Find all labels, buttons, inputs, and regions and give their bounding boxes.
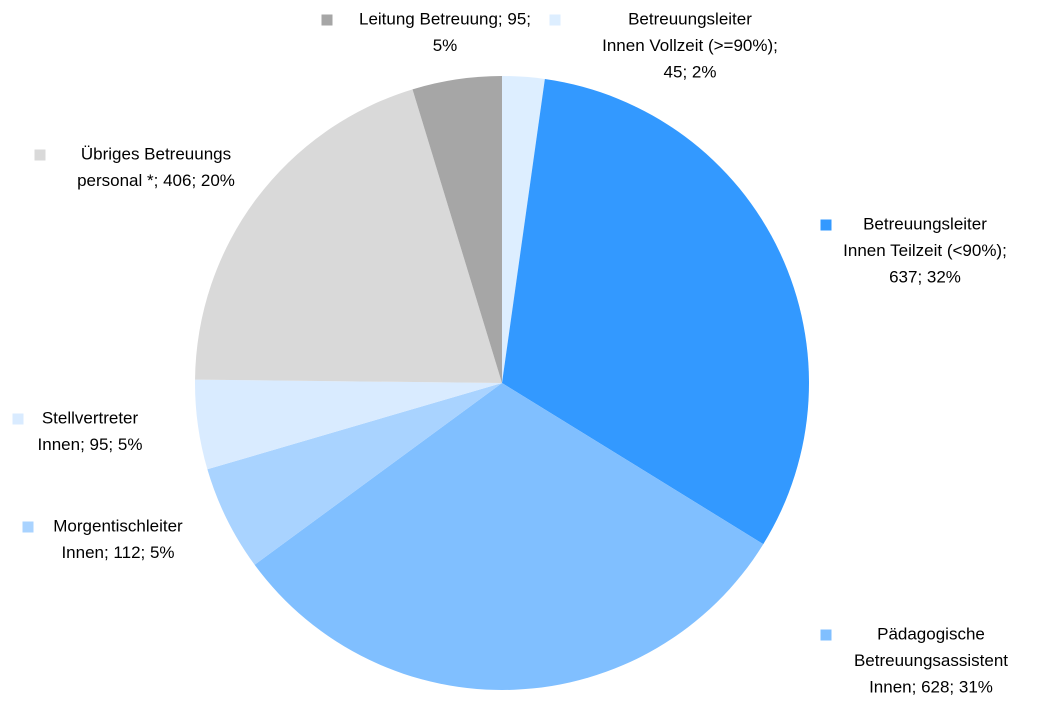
- pie-slice: [195, 379, 502, 470]
- data-label: Innen; 628; 31%: [869, 677, 993, 696]
- data-label: Betreuungsleiter: [863, 214, 987, 233]
- pie-slice: [195, 89, 502, 383]
- legend-marker: [321, 14, 333, 26]
- data-label: personal *; 406; 20%: [77, 171, 235, 190]
- data-label: Betreuungsassistent: [854, 651, 1008, 670]
- pie-slice: [207, 383, 503, 565]
- data-label: Betreuungsleiter: [628, 9, 752, 28]
- legend-marker: [34, 149, 46, 161]
- legend-marker: [820, 629, 832, 641]
- data-label: 5%: [433, 36, 458, 55]
- data-label: Innen Vollzeit (>=90%);: [602, 36, 778, 55]
- legend-marker: [549, 14, 561, 26]
- data-label: Innen; 95; 5%: [38, 435, 143, 454]
- pie-slice: [254, 383, 764, 690]
- data-label: 45; 2%: [664, 62, 717, 81]
- data-label: Stellvertreter: [42, 408, 139, 427]
- data-label: Leitung Betreuung; 95;: [359, 9, 531, 28]
- data-label: Morgentischleiter: [53, 516, 183, 535]
- pie-slice: [502, 79, 810, 545]
- legend-marker: [22, 521, 34, 533]
- data-label: Übriges Betreuungs: [81, 144, 231, 163]
- data-label: Innen Teilzeit (<90%);: [843, 241, 1007, 260]
- pie-slice: [502, 76, 545, 383]
- pie-slice: [412, 76, 502, 383]
- legend-marker: [12, 413, 24, 425]
- data-label: Pädagogische: [877, 624, 985, 643]
- legend-marker: [820, 219, 832, 231]
- data-label: Innen; 112; 5%: [61, 543, 174, 562]
- data-label: 637; 32%: [889, 267, 961, 286]
